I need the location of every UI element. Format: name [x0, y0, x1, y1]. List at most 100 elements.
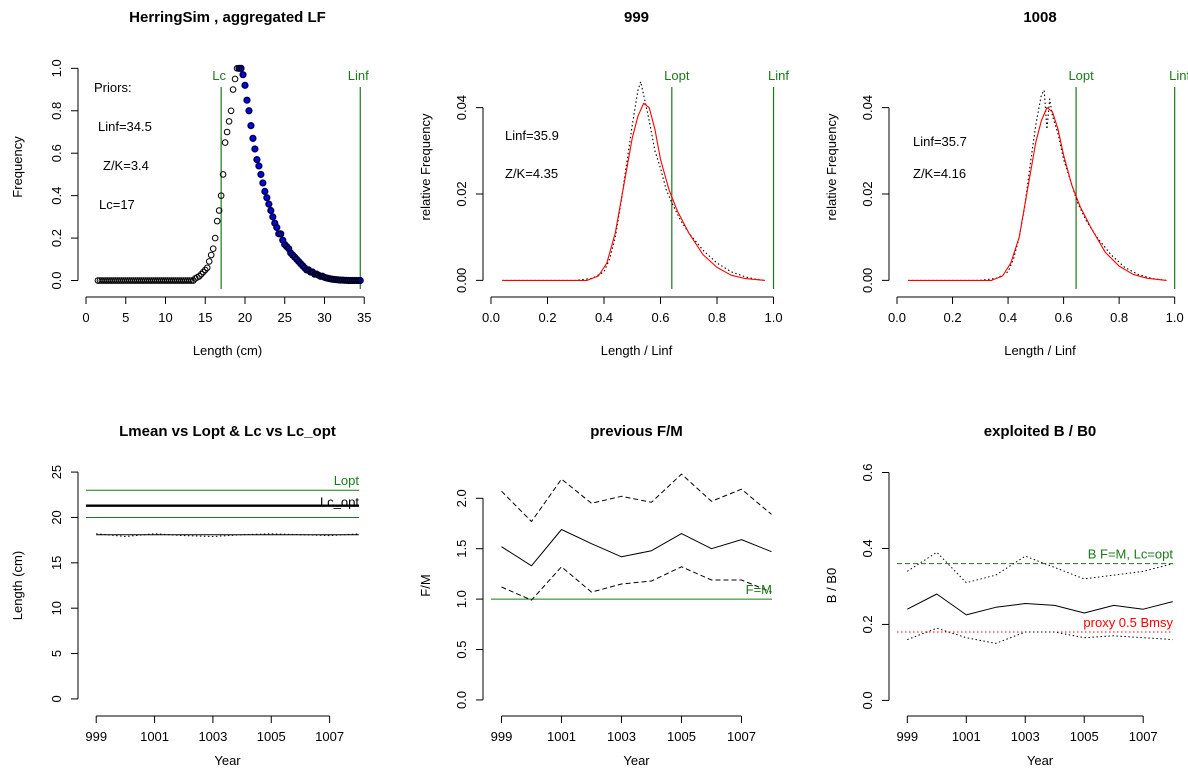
- data-layer: [86, 489, 359, 537]
- data-layer: [491, 473, 772, 601]
- data-point: [295, 258, 302, 265]
- x-axis-label: Year: [623, 753, 650, 768]
- annotation: Z/K=3.4: [103, 158, 149, 173]
- data-point: [352, 277, 360, 284]
- y-axis: 0.0 0.2 0.4 0.6: [860, 463, 890, 709]
- data-point: [269, 213, 277, 221]
- data-point: [205, 258, 213, 265]
- x-tick-label: 999: [896, 729, 918, 744]
- y-tick-label: 15: [49, 556, 64, 570]
- x-tick-label: 35: [357, 310, 371, 325]
- data-point: [245, 107, 253, 115]
- y-tick-label: 0.0: [454, 691, 469, 709]
- data-layer: [94, 64, 364, 289]
- data-point: [213, 217, 221, 225]
- y-tick-label: 0.00: [454, 268, 469, 293]
- y-tick-label: 5: [49, 650, 64, 657]
- data-point: [241, 82, 249, 89]
- ref-label-linf: Linf: [768, 68, 789, 83]
- series-line-1: [501, 529, 772, 567]
- panel-title: exploited B / B0: [984, 423, 1097, 440]
- x-axis: 0.0 0.2 0.4 0.6 0.8 1.0: [888, 296, 1184, 325]
- data-point: [289, 251, 296, 259]
- x-axis-label: Length (cm): [193, 343, 262, 358]
- data-point: [267, 207, 275, 214]
- data-point: [237, 65, 245, 72]
- data-point: [263, 194, 271, 202]
- y-tick-label: 0.0: [49, 271, 64, 289]
- data-point: [356, 277, 364, 284]
- y-tick-label: 0.6: [49, 144, 64, 162]
- data-point: [354, 277, 362, 284]
- y-tick-label: 0.02: [860, 181, 875, 206]
- x-tick-label: 1007: [1129, 729, 1158, 744]
- x-axis-label: Length / Linf: [1004, 343, 1076, 358]
- y-tick-label: 1.0: [454, 590, 469, 608]
- x-tick-label: 0.6: [651, 310, 669, 325]
- panel-title: 999: [624, 9, 649, 26]
- data-point: [239, 71, 247, 79]
- series-line-1: [908, 89, 1167, 281]
- y-axis-label: relative Frequency: [824, 113, 839, 220]
- x-tick-label: 0.4: [595, 310, 613, 325]
- data-point: [209, 245, 217, 252]
- data-point: [195, 272, 203, 280]
- data-point: [243, 96, 251, 104]
- ref-hline-label: Lc_opt: [320, 495, 359, 510]
- annotation: Priors:: [94, 80, 132, 95]
- x-tick-label: 0.2: [943, 310, 961, 325]
- series-line-1: [502, 81, 766, 281]
- annotation: Linf=34.5: [98, 119, 152, 134]
- x-tick-label: 1007: [727, 729, 756, 744]
- series-line-2: [908, 107, 1167, 281]
- fit-points: [235, 64, 364, 285]
- ref-label-lopt: Lopt: [664, 68, 690, 83]
- x-tick-label: 1007: [315, 729, 344, 744]
- data-point: [249, 135, 257, 142]
- data-layer: [908, 87, 1176, 289]
- y-axis: 0.00 0.02 0.04: [860, 95, 890, 293]
- y-tick-label: 0.4: [860, 539, 875, 557]
- data-point: [223, 128, 231, 136]
- x-axis: 999 1001 1003 1005 1007: [85, 715, 344, 744]
- data-point: [297, 260, 304, 267]
- x-tick-label: 1001: [140, 729, 169, 744]
- data-point: [227, 107, 235, 115]
- data-point: [235, 65, 243, 72]
- data-point: [253, 156, 261, 163]
- data-point: [255, 162, 263, 170]
- x-tick-label: 10: [158, 310, 172, 325]
- y-axis-label: Frequency: [10, 136, 25, 198]
- data-point: [203, 264, 211, 272]
- x-tick-label: 5: [122, 310, 129, 325]
- y-tick-label: 0.00: [860, 268, 875, 293]
- data-point: [197, 270, 205, 278]
- data-point: [275, 230, 283, 238]
- data-point: [261, 188, 269, 195]
- data-point: [299, 262, 306, 269]
- x-tick-label: 1001: [952, 729, 981, 744]
- x-tick-label: 999: [85, 729, 107, 744]
- panel-6: exploited B / B0 999 1001 1003 1005 1007 Year 0…: [824, 423, 1173, 768]
- data-point: [257, 171, 265, 178]
- x-axis: 999 1001 1003 1005 1007: [491, 715, 756, 744]
- data-point: [233, 65, 241, 72]
- x-tick-label: 1005: [257, 729, 286, 744]
- data-point: [277, 230, 285, 238]
- y-tick-label: 0.04: [454, 95, 469, 120]
- data-layer: [897, 551, 1173, 644]
- data-point: [291, 253, 298, 261]
- x-tick-label: 0.0: [482, 310, 500, 325]
- ref-hline-label: proxy 0.5 Bmsy: [1083, 615, 1173, 630]
- y-axis: 0.00 0.02 0.04: [454, 95, 484, 293]
- ref-label-lopt: Lopt: [1068, 68, 1094, 83]
- data-point: [190, 277, 197, 284]
- y-tick-label: 0.4: [49, 187, 64, 205]
- x-tick-label: 0: [82, 310, 89, 325]
- series-line-2: [907, 551, 1173, 584]
- y-axis: 0.0 0.2 0.4 0.6 0.8 1.0: [49, 59, 79, 290]
- data-point: [273, 224, 281, 231]
- y-tick-label: 0.2: [860, 615, 875, 633]
- y-tick-label: 25: [49, 465, 64, 479]
